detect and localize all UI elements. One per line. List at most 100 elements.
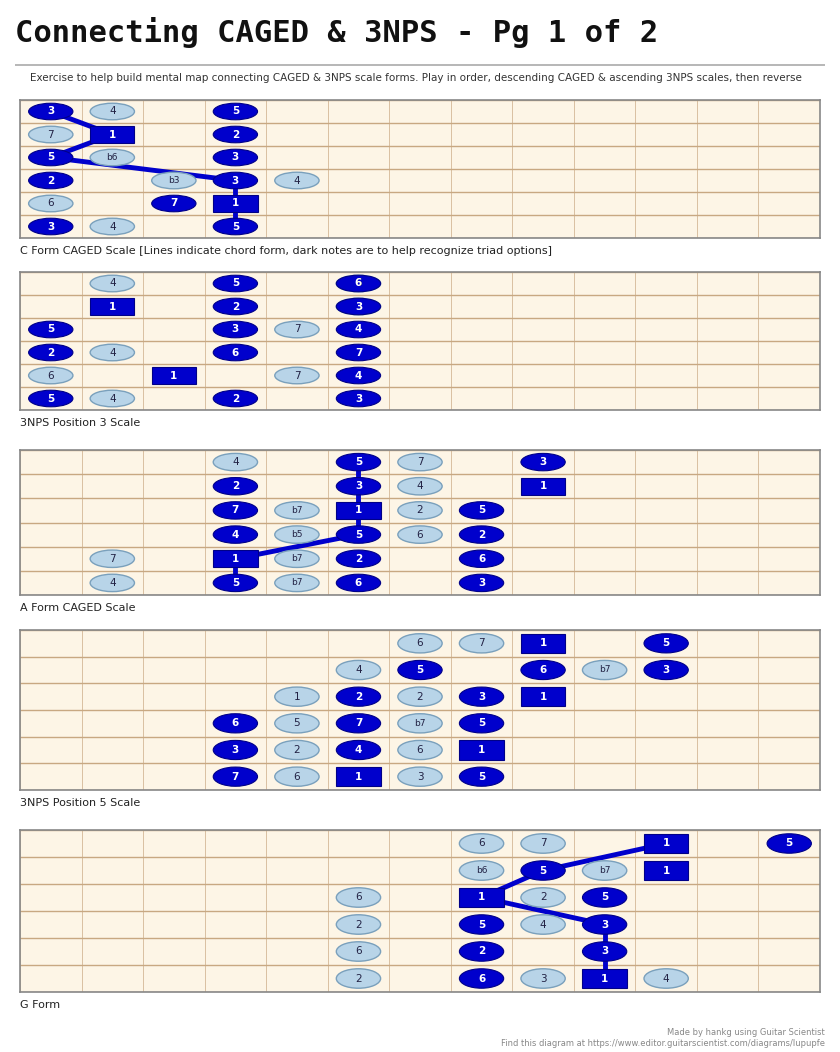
Circle shape	[459, 574, 504, 591]
Text: 3: 3	[478, 578, 486, 588]
Circle shape	[459, 502, 504, 519]
Text: 5: 5	[417, 665, 423, 675]
Circle shape	[213, 344, 258, 361]
Circle shape	[29, 126, 73, 143]
Text: 3: 3	[355, 302, 362, 311]
Text: 3: 3	[232, 324, 239, 335]
Circle shape	[459, 713, 504, 733]
Text: 5: 5	[354, 529, 362, 540]
Circle shape	[582, 888, 627, 907]
Circle shape	[213, 103, 258, 120]
Text: 4: 4	[354, 324, 362, 335]
Text: 3: 3	[354, 393, 362, 404]
Text: 4: 4	[417, 481, 423, 491]
Text: 2: 2	[478, 947, 486, 956]
Text: 3: 3	[232, 176, 239, 185]
Text: 7: 7	[478, 639, 485, 648]
Text: A Form CAGED Scale: A Form CAGED Scale	[20, 603, 135, 613]
Text: 7: 7	[109, 553, 116, 564]
Text: 5: 5	[354, 457, 362, 467]
Text: 3: 3	[354, 481, 362, 491]
Text: 3: 3	[417, 772, 423, 782]
Text: 3: 3	[354, 302, 362, 311]
Text: 2: 2	[540, 892, 546, 903]
Text: 1: 1	[108, 129, 116, 140]
Circle shape	[336, 526, 381, 543]
Text: 6: 6	[232, 719, 239, 728]
FancyBboxPatch shape	[459, 741, 504, 760]
Circle shape	[29, 367, 73, 384]
Text: 5: 5	[478, 719, 486, 728]
Text: b7: b7	[291, 554, 302, 563]
Text: 3: 3	[601, 919, 608, 930]
Circle shape	[398, 453, 442, 471]
Circle shape	[90, 149, 134, 166]
Text: 4: 4	[294, 176, 300, 185]
Text: 1: 1	[663, 838, 669, 849]
Text: 2: 2	[354, 553, 362, 564]
Circle shape	[213, 173, 258, 188]
Circle shape	[336, 390, 381, 407]
Text: 3: 3	[478, 691, 486, 702]
Text: b7: b7	[599, 666, 611, 674]
Circle shape	[336, 888, 381, 907]
Circle shape	[213, 453, 258, 471]
Circle shape	[90, 550, 134, 567]
Circle shape	[336, 298, 381, 315]
Circle shape	[336, 321, 381, 338]
Text: 7: 7	[540, 838, 546, 849]
Circle shape	[398, 687, 442, 706]
Circle shape	[90, 276, 134, 291]
Circle shape	[336, 453, 381, 471]
Text: 4: 4	[540, 919, 546, 930]
FancyBboxPatch shape	[90, 126, 134, 143]
Circle shape	[213, 298, 258, 315]
Circle shape	[459, 526, 504, 543]
Text: 2: 2	[47, 347, 55, 358]
Text: Connecting CAGED & 3NPS - Pg 1 of 2: Connecting CAGED & 3NPS - Pg 1 of 2	[15, 18, 658, 48]
Text: C Form CAGED Scale [Lines indicate chord form, dark notes are to help recognize : C Form CAGED Scale [Lines indicate chord…	[20, 246, 552, 256]
Text: b6: b6	[475, 866, 487, 875]
Circle shape	[213, 276, 258, 291]
Circle shape	[336, 915, 381, 934]
Text: 6: 6	[232, 347, 239, 358]
FancyBboxPatch shape	[213, 196, 258, 211]
Text: 6: 6	[417, 745, 423, 755]
Text: 1: 1	[232, 199, 239, 208]
Text: 4: 4	[354, 745, 362, 755]
Text: 7: 7	[417, 457, 423, 467]
Text: b7: b7	[414, 719, 426, 728]
Text: 4: 4	[109, 578, 116, 588]
Circle shape	[275, 713, 319, 733]
Circle shape	[459, 915, 504, 934]
Text: 4: 4	[109, 106, 116, 117]
Circle shape	[275, 173, 319, 188]
Text: 2: 2	[354, 691, 362, 702]
Circle shape	[90, 574, 134, 591]
FancyBboxPatch shape	[336, 502, 381, 519]
Circle shape	[275, 526, 319, 543]
FancyBboxPatch shape	[521, 633, 565, 653]
Text: 6: 6	[417, 529, 423, 540]
Circle shape	[521, 969, 565, 988]
Text: 3: 3	[232, 153, 239, 162]
Circle shape	[336, 550, 381, 567]
Circle shape	[275, 767, 319, 786]
Circle shape	[275, 741, 319, 760]
Text: 5: 5	[478, 505, 486, 515]
Text: 1: 1	[539, 691, 547, 702]
Text: 6: 6	[354, 578, 362, 588]
Circle shape	[767, 834, 811, 853]
FancyBboxPatch shape	[213, 550, 258, 567]
Text: 5: 5	[47, 393, 55, 404]
Text: 7: 7	[354, 719, 362, 728]
Text: 4: 4	[232, 529, 239, 540]
Circle shape	[213, 713, 258, 733]
Text: 7: 7	[354, 347, 362, 358]
Text: 7: 7	[294, 324, 300, 335]
Text: b7: b7	[291, 579, 302, 587]
Circle shape	[336, 276, 381, 291]
Circle shape	[213, 321, 258, 338]
Circle shape	[275, 687, 319, 706]
Text: 5: 5	[232, 222, 239, 231]
